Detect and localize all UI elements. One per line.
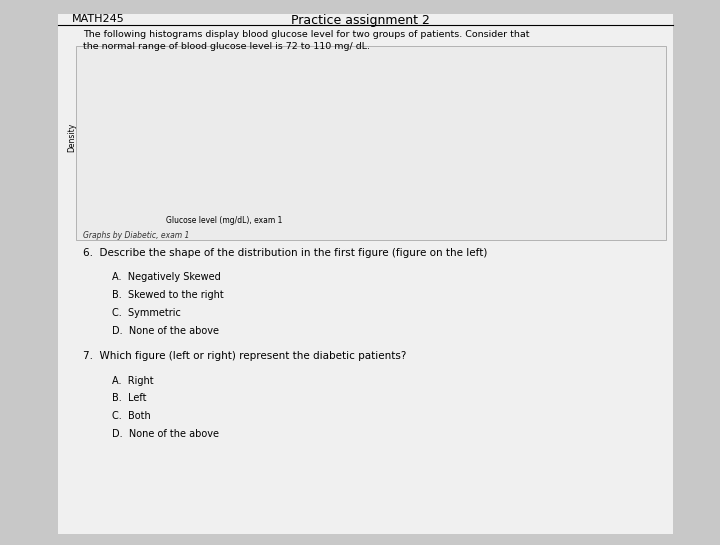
- Bar: [621, 206, 637, 210]
- Text: 6.  Describe the shape of the distribution in the first figure (figure on the le: 6. Describe the shape of the distributio…: [83, 248, 487, 258]
- Text: B.  Skewed to the right: B. Skewed to the right: [112, 290, 223, 300]
- Bar: [129, 185, 145, 210]
- Bar: [477, 181, 493, 210]
- Text: A.  Negatively Skewed: A. Negatively Skewed: [112, 272, 220, 282]
- Bar: [177, 203, 193, 210]
- Text: MATH245: MATH245: [72, 14, 125, 23]
- Text: 7.  Which figure (left or right) represent the diabetic patients?: 7. Which figure (left or right) represen…: [83, 351, 406, 361]
- Bar: [382, 206, 397, 210]
- Bar: [430, 185, 446, 210]
- Bar: [397, 203, 413, 210]
- Text: C.  Both: C. Both: [112, 411, 150, 421]
- Bar: [446, 174, 462, 210]
- Bar: [557, 203, 573, 210]
- Text: A.  Right: A. Right: [112, 376, 153, 385]
- Text: Practice assignment 2: Practice assignment 2: [291, 14, 429, 27]
- Bar: [462, 174, 477, 210]
- Bar: [541, 199, 557, 210]
- Bar: [573, 206, 589, 210]
- Bar: [193, 206, 209, 210]
- Bar: [510, 192, 526, 210]
- Text: D.  None of the above: D. None of the above: [112, 429, 219, 439]
- Text: Graphs by Diabetic, exam 1: Graphs by Diabetic, exam 1: [83, 231, 189, 240]
- Text: Glucose level (mg/dL), exam 1: Glucose level (mg/dL), exam 1: [166, 216, 283, 226]
- Bar: [113, 199, 129, 210]
- Bar: [493, 185, 510, 210]
- Text: D.  None of the above: D. None of the above: [112, 326, 219, 336]
- Bar: [526, 195, 541, 210]
- Text: C.  Symmetric: C. Symmetric: [112, 308, 181, 318]
- Bar: [161, 192, 177, 210]
- Bar: [145, 94, 161, 210]
- Bar: [589, 206, 606, 210]
- Bar: [413, 199, 430, 210]
- Y-axis label: Density: Density: [67, 123, 76, 152]
- Text: The following histograms display blood glucose level for two groups of patients.: The following histograms display blood g…: [83, 30, 529, 51]
- Text: B.  Left: B. Left: [112, 393, 146, 403]
